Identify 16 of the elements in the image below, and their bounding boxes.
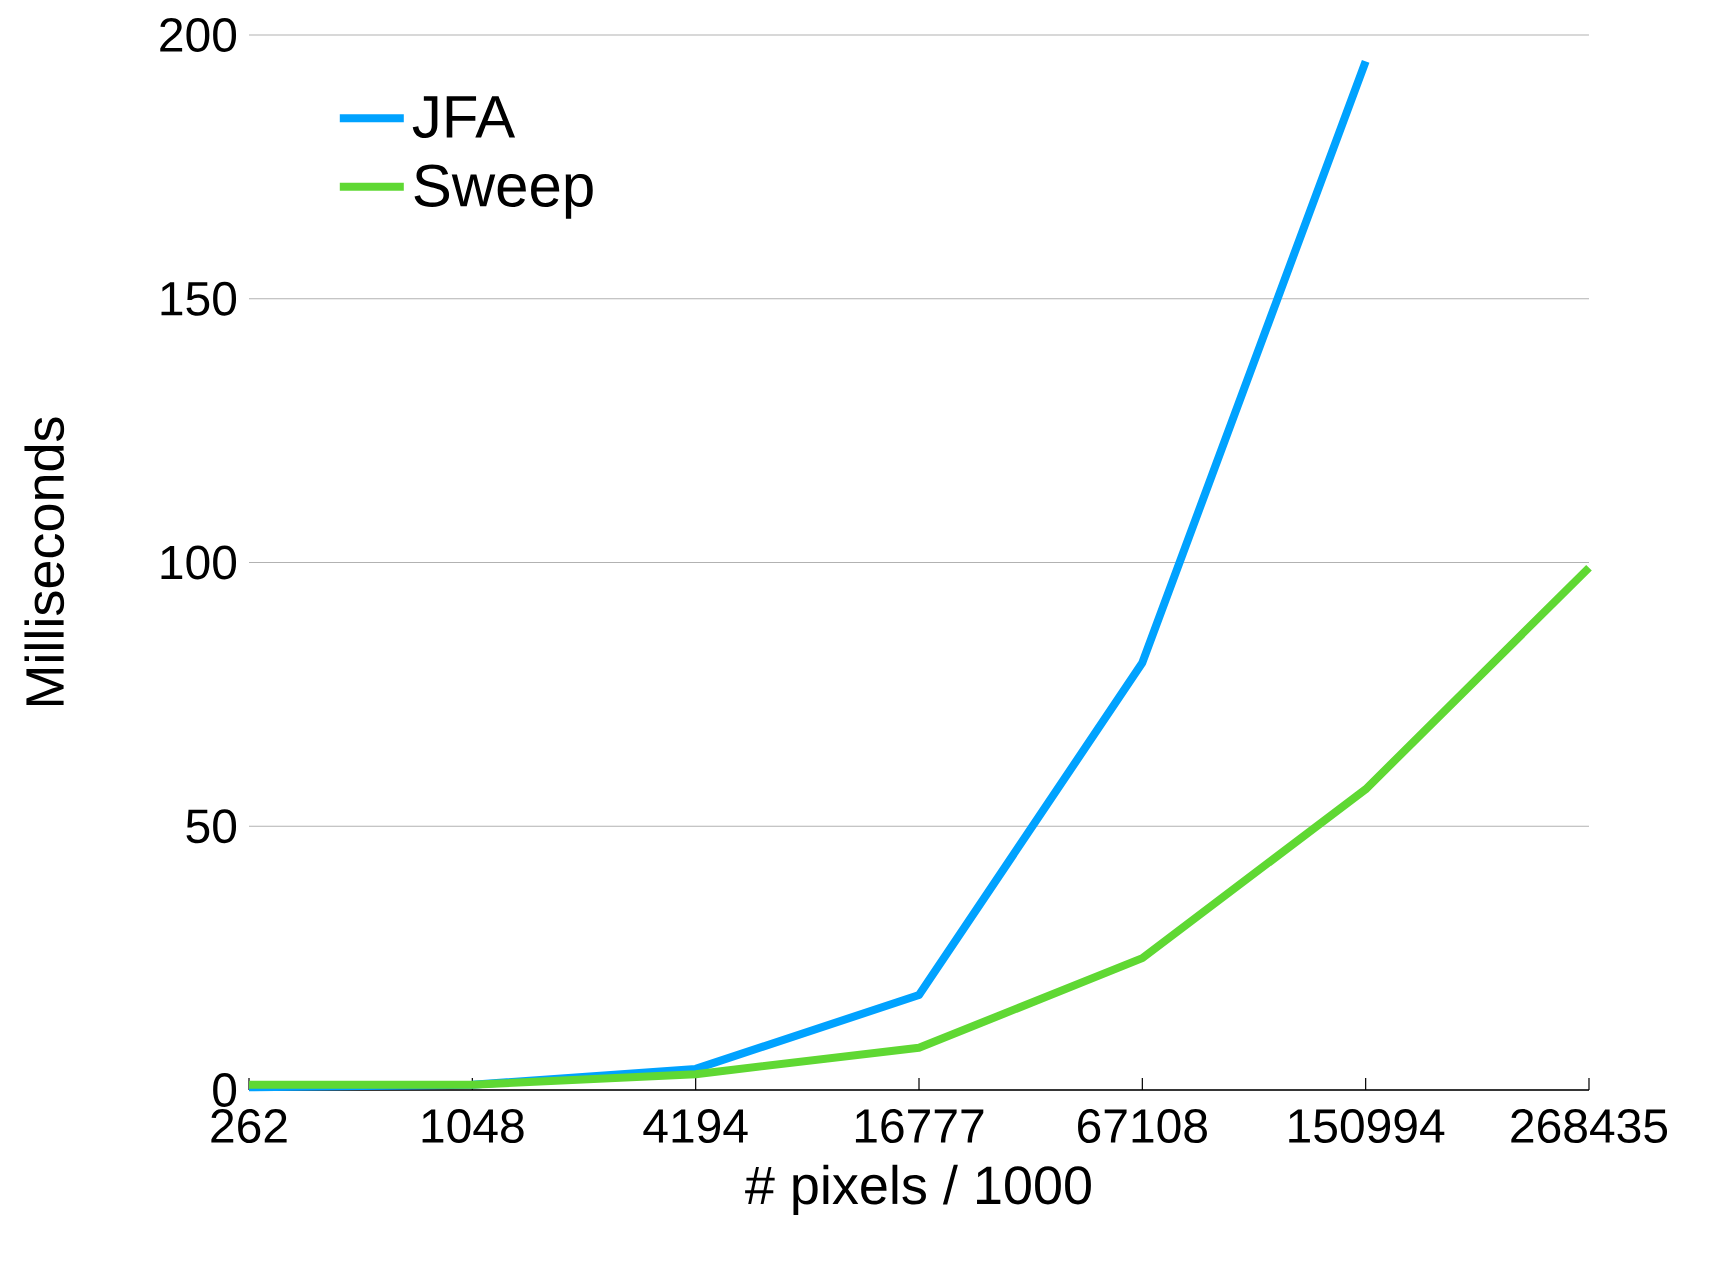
y-tick-label: 50 [186,809,237,844]
legend-label: JFA [412,96,516,139]
x-tick-label: 262 [211,1109,287,1144]
x-axis-title: # pixels / 1000 [745,1164,1091,1216]
y-axis-title: Milliseconds [24,417,65,706]
legend-label: Sweep [414,164,593,219]
x-tick-label: 150994 [1289,1109,1445,1144]
x-tick-label: 1048 [422,1109,524,1144]
y-tick-label: 0 [213,1073,237,1107]
x-tick-label: 16777 [855,1109,984,1144]
y-tick-label: 150 [161,281,237,316]
x-tick-label: 268435 [1511,1109,1668,1144]
y-tick-label: 100 [161,545,237,580]
x-tick-label: 67108 [1078,1109,1207,1144]
y-tick-label: 200 [160,18,237,52]
x-tick-label: 4194 [643,1109,748,1144]
